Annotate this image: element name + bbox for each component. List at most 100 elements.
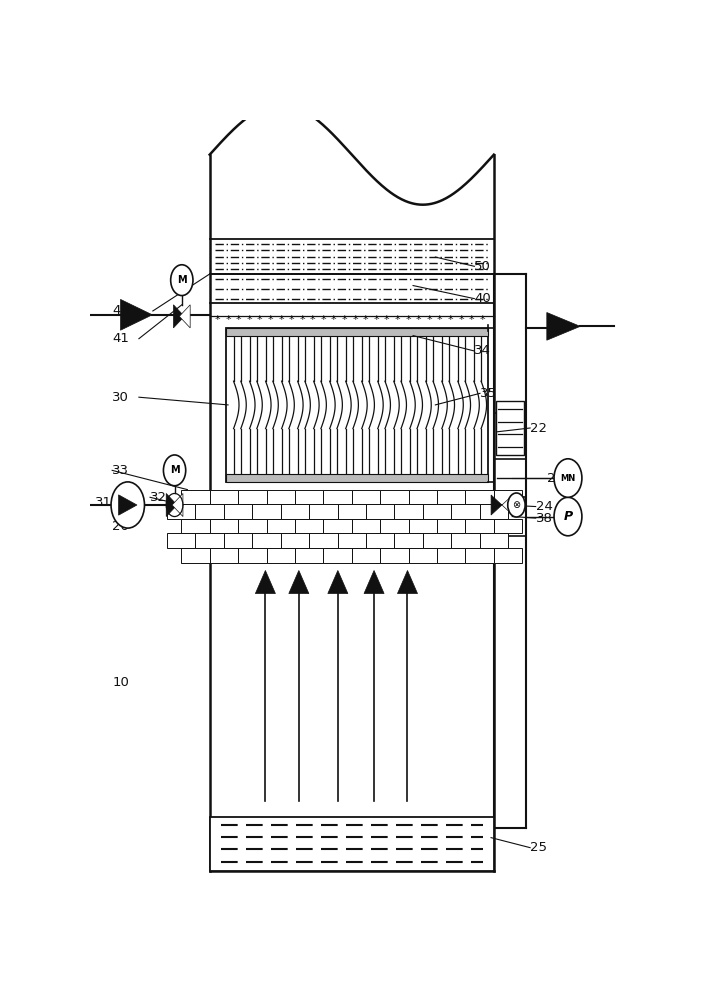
Bar: [224, 504, 252, 519]
Bar: [210, 519, 238, 533]
Text: *: *: [342, 315, 347, 325]
Bar: [324, 519, 352, 533]
Bar: [352, 548, 380, 563]
Polygon shape: [289, 570, 309, 594]
Text: 33: 33: [112, 464, 129, 477]
Text: M: M: [177, 275, 187, 285]
Text: *: *: [416, 315, 421, 325]
Text: 22: 22: [530, 422, 547, 434]
Polygon shape: [173, 305, 184, 328]
Text: *: *: [321, 315, 326, 325]
Text: 32: 32: [150, 491, 167, 504]
Bar: [437, 490, 465, 504]
Bar: [395, 504, 423, 519]
Text: *: *: [395, 315, 400, 325]
Text: 41: 41: [112, 332, 129, 345]
Bar: [366, 504, 395, 519]
Bar: [280, 504, 309, 519]
Text: *: *: [278, 315, 284, 325]
Polygon shape: [491, 495, 502, 515]
Text: P: P: [564, 510, 572, 523]
Polygon shape: [546, 312, 580, 340]
Bar: [408, 519, 437, 533]
Bar: [267, 519, 295, 533]
Text: *: *: [448, 315, 453, 325]
Text: *: *: [406, 315, 411, 325]
Text: 30: 30: [112, 391, 129, 404]
Bar: [181, 490, 210, 504]
Bar: [295, 490, 324, 504]
Text: 38: 38: [536, 512, 552, 525]
Polygon shape: [502, 495, 513, 515]
Bar: [280, 533, 309, 548]
Circle shape: [554, 459, 582, 497]
Text: *: *: [299, 315, 305, 325]
Text: *: *: [480, 315, 485, 325]
Bar: [352, 519, 380, 533]
Bar: [337, 504, 366, 519]
Bar: [309, 504, 337, 519]
Text: ⊗: ⊗: [513, 500, 521, 510]
Polygon shape: [364, 570, 384, 594]
Bar: [204, 501, 215, 509]
Bar: [452, 504, 480, 519]
Bar: [408, 490, 437, 504]
Bar: [408, 548, 437, 563]
Text: *: *: [426, 315, 432, 325]
Text: *: *: [289, 315, 294, 325]
Bar: [494, 519, 522, 533]
Bar: [226, 328, 488, 482]
Bar: [226, 474, 488, 482]
Bar: [465, 548, 494, 563]
Bar: [196, 504, 224, 519]
Bar: [295, 548, 324, 563]
Bar: [295, 519, 324, 533]
Bar: [437, 548, 465, 563]
Text: *: *: [458, 315, 464, 325]
Bar: [324, 548, 352, 563]
Circle shape: [554, 497, 582, 536]
Bar: [181, 548, 210, 563]
Bar: [337, 533, 366, 548]
Text: *: *: [310, 315, 316, 325]
Circle shape: [111, 482, 145, 528]
Bar: [252, 533, 280, 548]
Text: 40: 40: [475, 292, 491, 305]
Bar: [380, 548, 408, 563]
Bar: [395, 533, 423, 548]
Text: 23: 23: [546, 472, 564, 485]
Text: *: *: [331, 315, 336, 325]
Bar: [226, 328, 488, 336]
Polygon shape: [119, 495, 137, 515]
Bar: [181, 519, 210, 533]
Bar: [167, 533, 196, 548]
Text: *: *: [257, 315, 262, 325]
Text: *: *: [215, 315, 220, 325]
Text: MN: MN: [560, 474, 576, 483]
Text: 31: 31: [96, 496, 112, 509]
Bar: [437, 519, 465, 533]
Polygon shape: [328, 570, 348, 594]
Bar: [167, 504, 196, 519]
Bar: [494, 548, 522, 563]
Bar: [196, 533, 224, 548]
Text: 35: 35: [480, 387, 497, 400]
Text: *: *: [437, 315, 443, 325]
Text: 10: 10: [112, 676, 129, 689]
Text: *: *: [384, 315, 390, 325]
Circle shape: [508, 493, 525, 517]
Text: 24: 24: [536, 500, 552, 513]
Bar: [494, 490, 522, 504]
Bar: [238, 490, 267, 504]
Polygon shape: [121, 299, 152, 330]
Text: *: *: [363, 315, 369, 325]
Text: *: *: [267, 315, 273, 325]
Text: *: *: [469, 315, 475, 325]
Text: M: M: [170, 465, 179, 475]
Bar: [423, 504, 452, 519]
Bar: [465, 519, 494, 533]
Polygon shape: [179, 305, 190, 328]
Bar: [252, 504, 280, 519]
Bar: [224, 533, 252, 548]
Polygon shape: [398, 570, 418, 594]
